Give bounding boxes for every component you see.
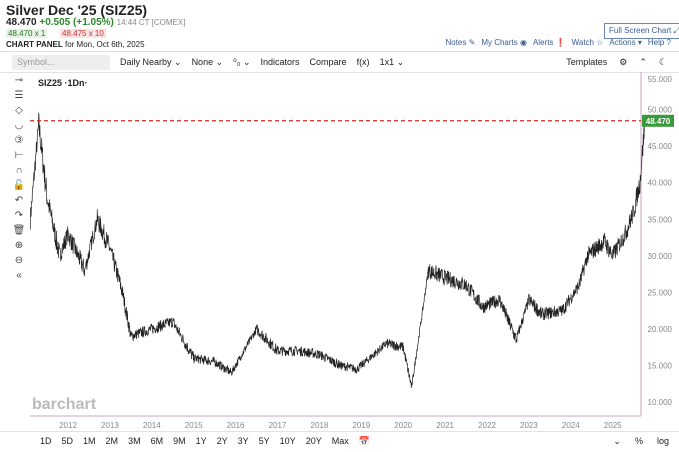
range-3y[interactable]: 3Y [237,436,249,446]
y-tick-label: 40.000 [648,179,673,188]
curve-icon[interactable]: ◡ [14,120,24,131]
x-tick-label: 2013 [101,421,119,430]
lock-icon[interactable]: 🔓 [12,180,26,191]
last-price: 48.470 [6,17,37,28]
range-6m[interactable]: 6M [150,436,164,446]
magnet-icon[interactable]: ∩ [15,165,23,176]
aggregation-dropdown[interactable]: None ⌄ [191,56,224,67]
range-9m[interactable]: 9M [173,436,186,446]
zoom-out-icon[interactable]: ⊖ [14,255,24,266]
crosshair-icon[interactable]: ⊸ [14,75,24,86]
percent-toggle[interactable]: % [634,435,643,446]
x-tick-label: 2018 [311,421,329,430]
log-toggle[interactable]: log [656,435,669,446]
undo-icon[interactable]: ↶ [14,195,24,206]
compare-button[interactable]: Compare [309,57,347,67]
divider [0,51,679,52]
range-20y[interactable]: 20Y [305,436,322,446]
zoom-in-icon[interactable]: ⊕ [14,240,24,251]
y-tick-label: 35.000 [648,215,673,224]
x-tick-label: 2014 [143,421,161,430]
collapse-sidebar-icon[interactable]: « [16,270,22,281]
range-2y[interactable]: 2Y [216,436,228,446]
x-tick-label: 2022 [478,421,496,430]
x-tick-label: 2025 [604,421,622,430]
range-max[interactable]: Max [331,436,349,446]
range-3m[interactable]: 3M [128,436,141,446]
y-tick-label: 15.000 [648,361,673,370]
quote-time: 14:44 CT [COMEX] [116,18,186,27]
range-5d[interactable]: 5D [61,436,74,446]
actions-menu[interactable]: Actions ▾ [609,38,642,47]
my-charts-link[interactable]: My Charts ◉ [481,38,527,47]
y-tick-label: 10.000 [648,398,673,407]
help-link[interactable]: Help ? [647,38,671,47]
notes-link[interactable]: Notes ✎ [445,38,476,47]
templates-button[interactable]: Templates [566,57,608,67]
symbol-input[interactable]: Symbol... [12,54,110,70]
price-change: +0.505 (+1.05%) [39,17,114,28]
chart-type-dropdown[interactable]: ⁰₀ ⌄ [233,56,251,67]
panel-date: for Mon, Oct 6th, 2025 [64,40,145,49]
full-screen-chart-button[interactable]: Full Screen Chart ⤢ [604,23,679,39]
gear-icon[interactable]: ⚙ [619,56,628,67]
panel-label: CHART PANEL for Mon, Oct 6th, 2025 [6,40,145,49]
ask: 48.475 x 10 [60,29,106,38]
range-10y[interactable]: 10Y [279,436,296,446]
range-5y[interactable]: 5Y [258,436,270,446]
y-tick-label: 45.000 [648,142,673,151]
expand-icon[interactable]: ⌄ [613,435,621,446]
trash-icon[interactable]: 🗑 [12,225,26,236]
range-1m[interactable]: 1M [83,436,96,446]
chart-toolbar: Symbol... Daily Nearby ⌄ None ⌄ ⁰₀ ⌄ Ind… [0,52,679,72]
header-links: Notes ✎ My Charts ◉ Alerts ❗ Watch ☆ Act… [445,38,671,47]
x-tick-label: 2016 [227,421,245,430]
indicators-button[interactable]: Indicators [260,57,300,67]
y-tick-label: 20.000 [648,325,673,334]
alerts-link[interactable]: Alerts ❗ [532,38,566,47]
price-chart[interactable]: 10.000 15.000 20.000 25.000 30.000 35.000 40.0… [0,72,679,432]
x-tick-label: 2024 [562,421,580,430]
last-price-tag [642,114,674,127]
y-tick-label: 30.000 [648,252,673,261]
collapse-icon[interactable]: ⌃ [639,56,647,67]
bid: 48.470 x 1 [6,29,48,38]
watch-link[interactable]: Watch ☆ [571,38,604,47]
calendar-icon[interactable]: 📅 [358,435,370,446]
last-price-tag-label: 48.470 [646,117,671,126]
quote-line: 48.470 +0.505 (+1.05%) 14:44 CT [COMEX] [6,17,185,28]
panel-title: CHART PANEL [6,40,63,49]
bottom-right-controls: ⌄% log [613,436,669,447]
y-tick-label: 55.000 [648,75,673,84]
y-tick-label: 50.000 [648,106,673,115]
x-tick-label: 2017 [269,421,287,430]
divider [0,431,679,432]
x-tick-label: 2021 [436,421,454,430]
page-title: Silver Dec '25 (SIZ25) [6,2,148,18]
measure-icon[interactable]: ⊢ [14,150,24,161]
x-tick-label: 2020 [394,421,412,430]
y-tick-label: 25.000 [648,288,673,297]
redo-icon[interactable]: ↷ [14,210,24,221]
data-type-dropdown[interactable]: Daily Nearby ⌄ [120,56,182,67]
fx-button[interactable]: f(x) [356,57,370,67]
x-tick-label: 2012 [59,421,77,430]
dark-mode-icon[interactable]: ☾ [658,56,667,67]
x-tick-label: 2023 [520,421,538,430]
x-tick-label: 2019 [352,421,370,430]
number-icon[interactable]: ③ [14,135,24,146]
divider [0,72,679,73]
lines-icon[interactable]: ☰ [14,90,24,101]
x-tick-label: 2015 [185,421,203,430]
range-2m[interactable]: 2M [105,436,119,446]
series-legend[interactable]: SIZ25 ·1Dn· [38,78,88,88]
shapes-icon[interactable]: ◇ [15,105,23,116]
price-series-line [29,112,646,389]
range-1y[interactable]: 1Y [195,436,207,446]
range-1d[interactable]: 1D [40,436,52,446]
layout-dropdown[interactable]: 1x1 ⌄ [379,56,405,67]
barchart-logo: barchart [32,396,97,413]
range-bar: 1D 5D 1M 2M 3M 6M 9M 1Y 2Y 3Y 5Y 10Y 20Y Max 📅 ⌄% log [0,432,679,450]
drawing-tools-sidebar: ⊸ ☰ ◇ ◡ ③ ⊢ ∩ 🔓 ↶ ↷ 🗑 ⊕ ⊖ « [8,75,30,281]
